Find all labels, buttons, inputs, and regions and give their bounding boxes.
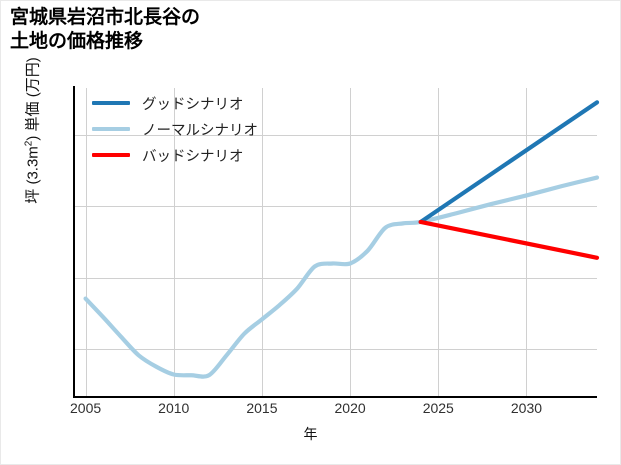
line-normal-scenario (83, 175, 600, 379)
legend-swatch-good-icon (92, 101, 130, 105)
x-tick-label: 2020 (334, 400, 366, 416)
gridline-vertical (350, 88, 352, 396)
plot-area (75, 88, 600, 396)
x-axis-spine (73, 396, 597, 398)
x-tick-label: 2030 (510, 400, 543, 416)
x-tick-label: 2015 (246, 400, 278, 416)
legend-label-normal: ノーマルシナリオ (142, 122, 258, 139)
x-tick-label: 2010 (158, 400, 190, 416)
gridline-horizontal (75, 349, 597, 351)
y-axis-spine (73, 86, 75, 398)
legend-item-good[interactable]: グッドシナリオ (92, 90, 258, 116)
y-axis-label: 坪 (3.3m2) 単価 (万円) (22, 0, 43, 281)
series-lines (83, 100, 600, 379)
chart-title: 宮城県岩沼市北長谷の 土地の価格推移 (10, 7, 201, 53)
x-axis-label: 年 (303, 426, 318, 442)
line-good-scenario (418, 100, 600, 225)
y-axis-label-tail: ) 単価 (万円) (24, 57, 42, 141)
gridline-vertical (85, 88, 87, 396)
y-axis-label-main: 坪 (3.3m (24, 146, 42, 204)
legend-item-bad[interactable]: バッドシナリオ (92, 142, 258, 168)
gridline-vertical (261, 88, 263, 396)
chart-legend: グッドシナリオ ノーマルシナリオ バッドシナリオ (92, 90, 258, 168)
legend-swatch-bad-icon (92, 153, 130, 157)
gridline-horizontal (75, 206, 597, 208)
legend-label-good: グッドシナリオ (142, 96, 244, 113)
y-axis-label-superscript: 2 (23, 140, 35, 147)
x-tick-label: 2005 (70, 400, 102, 416)
gridline-vertical (173, 88, 175, 396)
legend-item-normal[interactable]: ノーマルシナリオ (92, 116, 258, 142)
gridline-vertical (438, 88, 440, 396)
x-tick-label: 2025 (422, 400, 454, 416)
gridline-horizontal (75, 277, 597, 279)
legend-label-bad: バッドシナリオ (142, 148, 244, 165)
legend-swatch-normal-icon (92, 127, 130, 131)
line-bad-scenario (418, 219, 600, 260)
gridline-horizontal (75, 134, 597, 136)
